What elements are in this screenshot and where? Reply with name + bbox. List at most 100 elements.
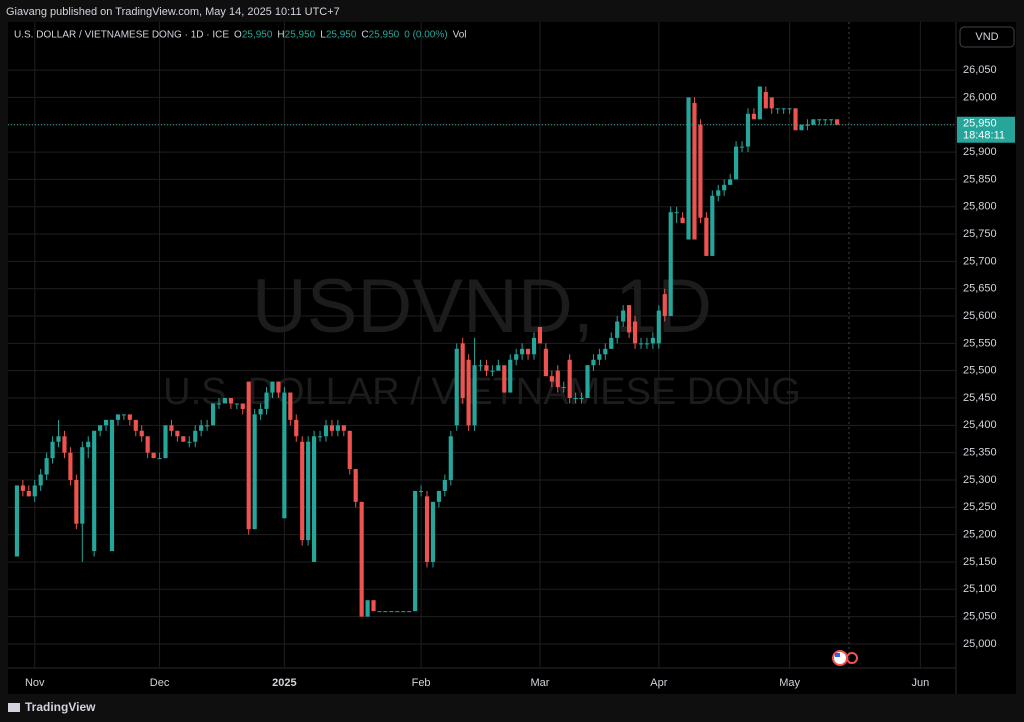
candle-body — [609, 337, 614, 349]
y-tick-label: 25,350 — [963, 447, 997, 459]
candle-body — [716, 190, 721, 196]
last-price-label: 25,950 — [963, 118, 997, 130]
candle-body — [650, 337, 655, 344]
candle-body — [264, 392, 269, 409]
candle-body — [502, 365, 507, 393]
candle-body — [383, 611, 388, 613]
y-tick-label: 25,000 — [963, 638, 997, 650]
candle-body — [300, 441, 305, 541]
published: Giavang published on TradingView.com, Ma… — [6, 6, 340, 18]
y-tick-label: 25,400 — [963, 419, 997, 431]
candle-body — [442, 479, 447, 491]
candle-body — [181, 436, 186, 442]
candle-body — [222, 398, 228, 404]
candle-body — [817, 119, 822, 121]
candle-body — [466, 359, 471, 426]
candle-body — [317, 436, 323, 438]
legend-text: O — [234, 30, 242, 41]
candle-body — [401, 611, 406, 613]
legend-text: 0 (0.00%) — [404, 30, 447, 41]
candle-body — [739, 146, 745, 148]
candle-body — [781, 108, 786, 110]
candle-body — [139, 430, 144, 437]
y-tick-label: 25,550 — [963, 337, 997, 349]
candle-body — [531, 337, 537, 355]
candle-body — [627, 305, 632, 333]
candle-body — [240, 403, 245, 409]
candle-body — [632, 321, 638, 344]
candle-body — [312, 436, 317, 562]
y-tick-label: 25,250 — [963, 501, 997, 513]
candle-body — [579, 398, 584, 400]
y-tick-label: 25,100 — [963, 583, 997, 595]
candle-body — [329, 425, 335, 431]
currency-box[interactable] — [959, 26, 1015, 48]
candle-body — [335, 425, 340, 431]
y-tick-label: 25,050 — [963, 611, 997, 623]
candle-body — [418, 490, 424, 492]
x-tick-label: 2025 — [272, 677, 296, 689]
candle-body — [407, 611, 412, 613]
candle-body — [710, 195, 715, 256]
candle-body — [193, 430, 198, 442]
candle-body — [282, 392, 287, 519]
candle-body — [793, 108, 798, 131]
tv-logo — [8, 703, 20, 712]
y-tick-label: 26,000 — [963, 91, 997, 103]
candle-body — [811, 119, 816, 125]
candle-body — [603, 348, 608, 355]
candle-body — [389, 611, 394, 613]
candle-body — [205, 425, 210, 427]
candle-body — [377, 611, 382, 613]
candle-body — [722, 184, 727, 191]
candle-body — [288, 392, 293, 420]
candle-body — [38, 474, 43, 486]
legend-text: U.S. DOLLAR / VIETNAMESE DONG · 1D · ICE — [14, 30, 229, 41]
candle-body — [228, 398, 233, 404]
candle-body — [680, 217, 685, 224]
candle-body — [216, 403, 222, 405]
legend-text: 25,950 — [326, 30, 357, 41]
candle-body — [775, 108, 780, 110]
candle-body — [92, 430, 97, 552]
flag-icon — [832, 650, 858, 666]
watermark: USDVND, 1D U.S. DOLLAR / VIETNAMESE DONG — [163, 264, 801, 413]
x-tick-label: Mar — [530, 677, 549, 689]
legend-text: H — [277, 30, 284, 41]
candle-body — [508, 359, 513, 393]
candle-body — [478, 365, 483, 367]
candle-body — [490, 370, 495, 372]
candle-body — [163, 425, 168, 459]
candle-body — [44, 458, 49, 475]
candle-body — [662, 294, 667, 317]
candle-body — [430, 501, 436, 562]
legend-text: 25,950 — [285, 30, 316, 41]
candle-body — [145, 436, 150, 453]
x-tick-label: Dec — [150, 677, 170, 689]
legend: U.S. DOLLAR / VIETNAMESE DONG · 1D · ICE… — [14, 30, 467, 41]
y-tick-label: 25,850 — [963, 173, 997, 185]
candle-body — [573, 398, 578, 400]
candle-body — [121, 414, 126, 416]
candle-body — [341, 425, 346, 431]
currency[interactable]: VND — [975, 31, 998, 43]
candle-body — [306, 441, 311, 541]
candle-body — [525, 348, 531, 355]
candle-body — [567, 359, 572, 399]
y-tick-label: 25,200 — [963, 529, 997, 541]
candle-body — [799, 124, 804, 131]
countdown: 18:48:11 — [963, 130, 1005, 142]
legend-text: L — [320, 30, 326, 41]
candle-body — [668, 212, 673, 317]
grid — [8, 22, 956, 668]
y-tick-label: 25,700 — [963, 255, 997, 267]
y-tick-label: 25,900 — [963, 146, 997, 158]
candle-body — [359, 501, 364, 617]
candle-body — [62, 436, 67, 453]
candle-body — [109, 419, 115, 552]
candle-body — [323, 425, 329, 437]
candle-body — [252, 414, 257, 530]
x-tick-label: Feb — [412, 677, 431, 689]
candle-body — [769, 97, 774, 109]
